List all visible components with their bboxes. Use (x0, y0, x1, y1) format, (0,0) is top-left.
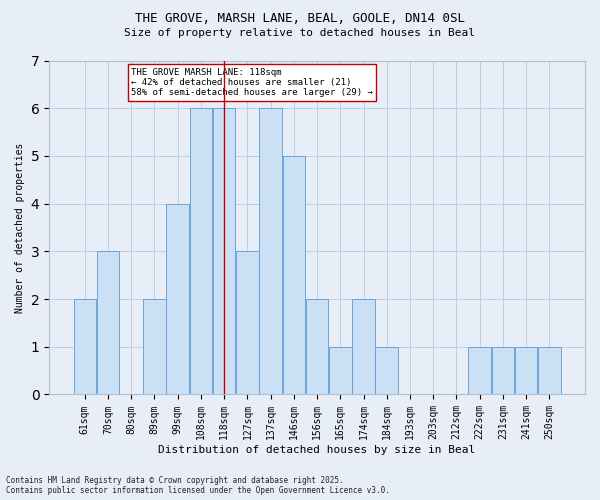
Text: Size of property relative to detached houses in Beal: Size of property relative to detached ho… (125, 28, 476, 38)
Bar (143, 299, 166, 394)
Text: Contains HM Land Registry data © Crown copyright and database right 2025.
Contai: Contains HM Land Registry data © Crown c… (6, 476, 390, 495)
Bar (491, 347, 514, 395)
Bar (236, 252, 259, 394)
Y-axis label: Number of detached properties: Number of detached properties (15, 142, 25, 312)
Bar (259, 108, 282, 395)
Bar (352, 299, 375, 394)
Bar (213, 108, 235, 395)
Text: THE GROVE MARSH LANE: 118sqm
← 42% of detached houses are smaller (21)
58% of se: THE GROVE MARSH LANE: 118sqm ← 42% of de… (131, 68, 373, 98)
Bar (538, 347, 560, 395)
Bar (283, 156, 305, 394)
Bar (515, 347, 538, 395)
Bar (376, 347, 398, 395)
Bar (329, 347, 352, 395)
Bar (190, 108, 212, 395)
Bar (469, 347, 491, 395)
Bar (306, 299, 328, 394)
Bar (166, 204, 189, 394)
Bar (74, 299, 96, 394)
X-axis label: Distribution of detached houses by size in Beal: Distribution of detached houses by size … (158, 445, 476, 455)
Bar (97, 252, 119, 394)
Text: THE GROVE, MARSH LANE, BEAL, GOOLE, DN14 0SL: THE GROVE, MARSH LANE, BEAL, GOOLE, DN14… (135, 12, 465, 26)
